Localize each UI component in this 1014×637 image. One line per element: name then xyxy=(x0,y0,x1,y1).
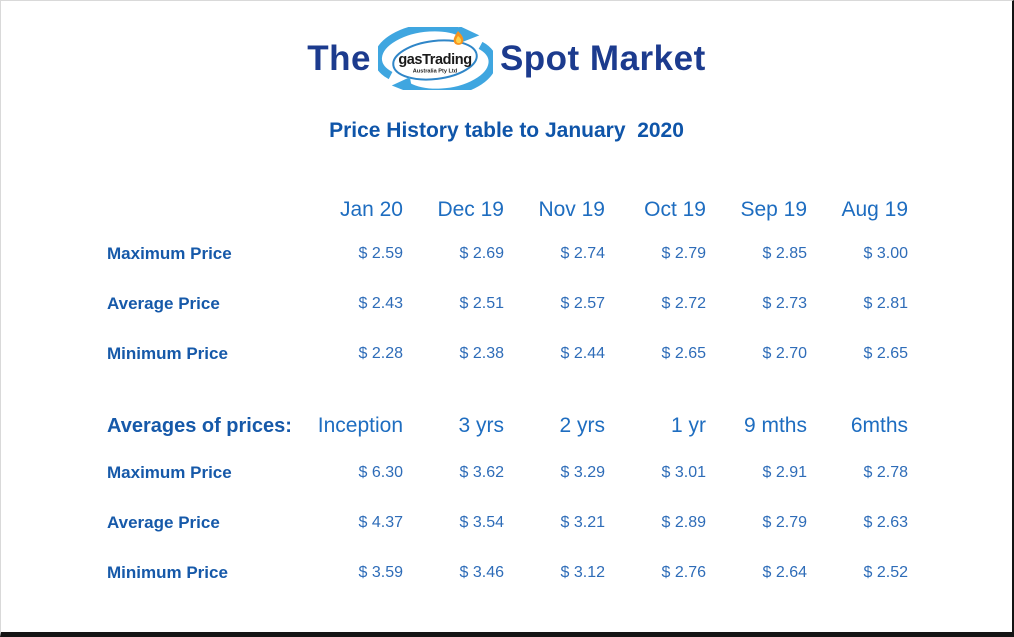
history-row-label: Average Price xyxy=(107,294,220,313)
averages-cell: $ 3.46 xyxy=(459,564,504,581)
history-column-header: Nov 19 xyxy=(538,198,605,221)
averages-column-header: 2 yrs xyxy=(559,414,605,437)
history-cell: $ 2.59 xyxy=(358,245,403,262)
averages-cell: $ 2.91 xyxy=(762,464,807,481)
brand-title-prefix: The xyxy=(307,38,371,78)
logo-name: gasTrading xyxy=(398,52,471,68)
averages-table: Averages of prices: Inception 3 yrs 2 yr… xyxy=(107,404,908,598)
averages-cell: $ 2.52 xyxy=(863,564,908,581)
averages-cell: $ 6.30 xyxy=(358,464,403,481)
averages-section-label: Averages of prices: xyxy=(107,414,292,437)
history-cell: $ 2.74 xyxy=(560,245,605,262)
logo-swoosh-arrowhead-top xyxy=(458,27,480,43)
averages-cell: $ 3.21 xyxy=(560,514,605,531)
history-column-header: Jan 20 xyxy=(339,198,403,221)
logo-swoosh-arrowhead-bottom xyxy=(391,77,413,90)
history-cell: $ 2.57 xyxy=(560,295,605,312)
averages-cell: $ 3.59 xyxy=(358,564,403,581)
averages-cell: $ 4.37 xyxy=(358,514,403,531)
averages-cell: $ 3.01 xyxy=(661,464,706,481)
averages-column-header: Inception xyxy=(317,414,403,437)
logo-swoosh-arrow-bottom xyxy=(406,41,493,90)
history-cell: $ 2.72 xyxy=(661,295,706,312)
history-corner-cell xyxy=(107,191,302,229)
history-cell: $ 2.51 xyxy=(459,295,504,312)
averages-row-label: Maximum Price xyxy=(107,463,232,482)
history-cell: $ 2.70 xyxy=(762,345,807,362)
averages-row-label: Average Price xyxy=(107,513,220,532)
price-history-table: Jan 20 Dec 19 Nov 19 Oct 19 Sep 19 Aug 1… xyxy=(107,191,908,379)
averages-cell: $ 2.79 xyxy=(762,514,807,531)
history-cell: $ 2.81 xyxy=(863,295,908,312)
averages-cell: $ 2.76 xyxy=(661,564,706,581)
history-column-header: Sep 19 xyxy=(740,198,807,221)
averages-cell: $ 2.78 xyxy=(863,464,908,481)
averages-cell: $ 3.54 xyxy=(459,514,504,531)
averages-cell: $ 2.89 xyxy=(661,514,706,531)
history-cell: $ 2.38 xyxy=(459,345,504,362)
history-cell: $ 2.44 xyxy=(560,345,605,362)
averages-column-header: 3 yrs xyxy=(458,414,504,437)
history-row-label: Maximum Price xyxy=(107,244,232,263)
brand-title-suffix: Spot Market xyxy=(499,38,706,78)
history-row-label: Minimum Price xyxy=(107,344,228,363)
history-column-header: Aug 19 xyxy=(841,198,908,221)
averages-column-header: 6mths xyxy=(850,414,908,437)
averages-cell: $ 3.62 xyxy=(459,464,504,481)
history-cell: $ 2.28 xyxy=(358,345,403,362)
history-cell: $ 2.65 xyxy=(863,345,908,362)
history-cell: $ 2.69 xyxy=(459,245,504,262)
logo-swoosh-arrow-top xyxy=(377,27,465,80)
averages-cell: $ 3.29 xyxy=(560,464,605,481)
history-cell: $ 2.65 xyxy=(661,345,706,362)
page-subtitle: Price History table to January 2020 xyxy=(329,119,684,142)
brand-header: The gasTrading Australia Pty Ltd Spot Ma… xyxy=(1,27,1012,90)
logo-subtext: Australia Pty Ltd xyxy=(413,69,458,75)
history-cell: $ 2.85 xyxy=(762,245,807,262)
history-column-header: Oct 19 xyxy=(644,198,706,221)
logo-ellipse xyxy=(392,39,478,81)
averages-cell: $ 3.12 xyxy=(560,564,605,581)
averages-column-header: 1 yr xyxy=(670,414,706,437)
gastrading-logo: gasTrading Australia Pty Ltd xyxy=(377,27,493,90)
history-column-header: Dec 19 xyxy=(437,198,504,221)
averages-row-label: Minimum Price xyxy=(107,563,228,582)
history-cell: $ 3.00 xyxy=(863,245,908,262)
averages-column-header: 9 mths xyxy=(743,414,807,437)
history-cell: $ 2.73 xyxy=(762,295,807,312)
history-cell: $ 2.79 xyxy=(661,245,706,262)
averages-cell: $ 2.63 xyxy=(863,514,908,531)
averages-cell: $ 2.64 xyxy=(762,564,807,581)
history-cell: $ 2.43 xyxy=(358,295,403,312)
flame-icon xyxy=(453,31,464,45)
